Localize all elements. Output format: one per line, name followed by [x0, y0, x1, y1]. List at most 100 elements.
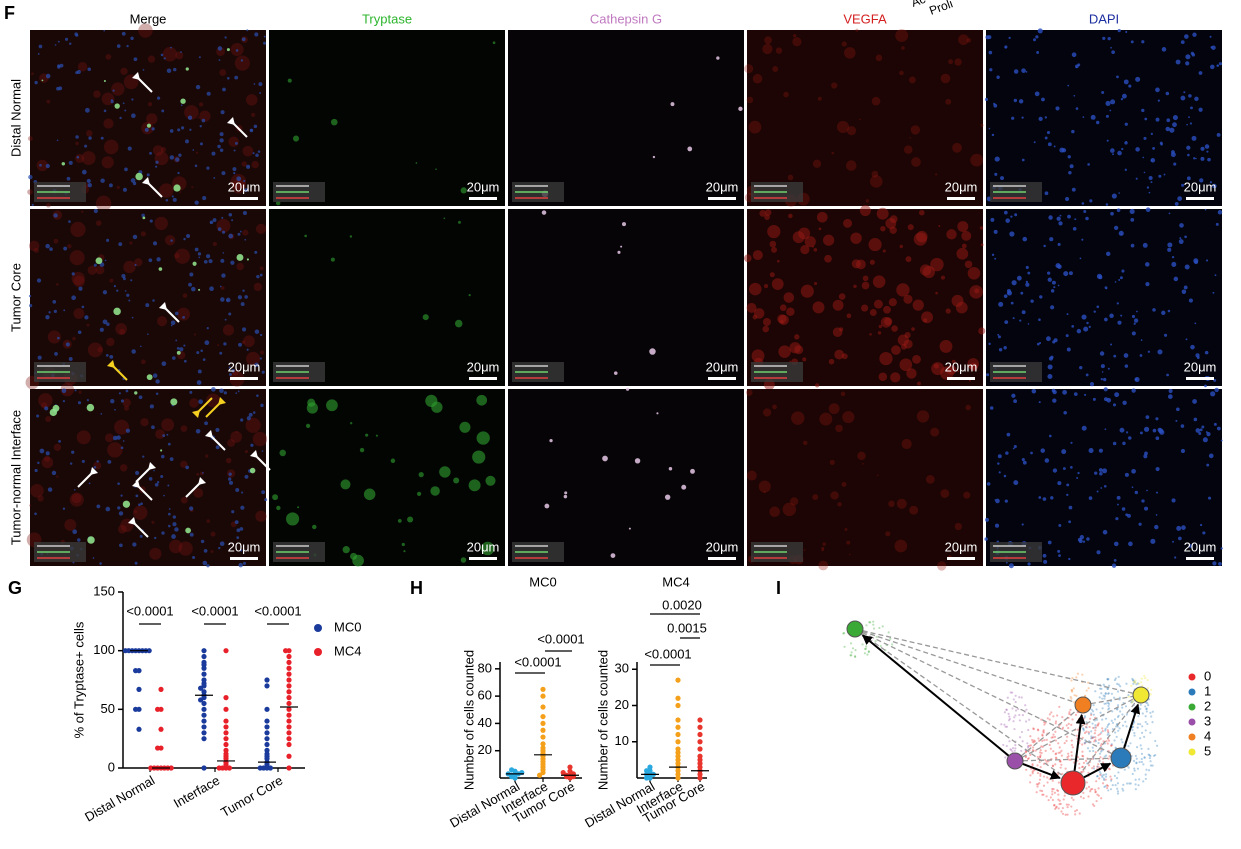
cell-point — [1125, 782, 1129, 785]
cell — [41, 456, 54, 469]
cell — [1107, 36, 1111, 41]
cell — [1003, 346, 1007, 350]
cell — [620, 245, 623, 248]
cell — [1173, 162, 1177, 166]
cell-point — [1011, 707, 1014, 710]
cell — [891, 325, 898, 332]
cell — [87, 342, 103, 358]
cell-point — [1139, 707, 1142, 711]
cell — [116, 185, 120, 190]
cell — [1022, 236, 1028, 242]
cell — [1065, 334, 1069, 338]
cell — [228, 233, 234, 239]
cell — [111, 82, 125, 96]
cell — [101, 156, 114, 169]
cell — [984, 537, 988, 541]
cell — [236, 528, 241, 533]
cell — [821, 548, 825, 552]
cell — [903, 339, 913, 349]
cell — [252, 152, 255, 155]
cell — [783, 91, 789, 98]
cell — [954, 522, 962, 531]
cell — [767, 224, 781, 239]
cell — [1038, 401, 1041, 404]
cell — [100, 413, 103, 415]
cell — [197, 252, 202, 256]
cell — [246, 164, 251, 169]
data-point — [201, 653, 207, 660]
cell — [131, 113, 136, 119]
cell-point — [1143, 756, 1146, 759]
cell — [1146, 489, 1148, 492]
cell — [771, 278, 784, 290]
cell — [161, 109, 165, 113]
cell — [1125, 141, 1128, 143]
cell — [304, 234, 307, 238]
cell — [1050, 305, 1055, 310]
cell — [236, 254, 244, 261]
cell — [128, 299, 131, 302]
cell-point — [1133, 731, 1136, 735]
cell — [1103, 377, 1107, 382]
cell — [112, 89, 115, 92]
cell-point — [1104, 785, 1107, 788]
cell — [1199, 428, 1203, 432]
cell — [63, 246, 68, 251]
cell — [195, 151, 199, 155]
cell-point — [1145, 710, 1148, 713]
cell — [56, 139, 59, 142]
cell — [1116, 208, 1121, 212]
cell — [107, 460, 112, 464]
cell — [185, 527, 191, 534]
cell-point — [1113, 718, 1117, 721]
cell — [1071, 52, 1077, 58]
cell — [1068, 271, 1073, 276]
cell — [139, 534, 143, 538]
cell — [769, 506, 780, 518]
p-value: <0.0001 — [514, 654, 561, 669]
panel-label: F — [4, 3, 15, 23]
cell — [792, 37, 802, 47]
cell — [961, 243, 967, 249]
cell — [1124, 364, 1129, 368]
cell — [1093, 310, 1096, 313]
cell-point — [1047, 798, 1050, 802]
cell — [980, 243, 984, 247]
cell — [1190, 106, 1193, 110]
cell — [873, 299, 883, 309]
legend-marker — [1188, 718, 1196, 726]
cell-point — [1074, 813, 1077, 816]
cell — [1050, 496, 1054, 500]
cell-point — [1012, 698, 1015, 701]
trajectory-edge — [1082, 694, 1142, 706]
cell — [223, 342, 227, 346]
cell — [96, 460, 99, 463]
cell — [235, 49, 239, 52]
cell — [1044, 116, 1048, 119]
cell — [253, 83, 256, 85]
cell — [92, 557, 95, 559]
cell-point — [1039, 772, 1042, 776]
cell — [119, 328, 126, 335]
cell — [71, 450, 75, 454]
cell — [1135, 177, 1138, 180]
cell-point — [1110, 744, 1113, 747]
cell — [1062, 389, 1067, 395]
cell — [1105, 287, 1108, 290]
cell — [175, 51, 184, 60]
cell-point — [1068, 711, 1071, 714]
cell-point — [1151, 764, 1154, 767]
cell — [748, 120, 762, 134]
cell-point — [1133, 734, 1136, 737]
cell — [219, 148, 224, 152]
cell — [213, 176, 216, 179]
cell-point — [854, 655, 857, 658]
cell-point — [1127, 693, 1130, 697]
cell — [103, 118, 114, 129]
cell — [865, 199, 870, 203]
cell — [224, 36, 227, 39]
cell-point — [1131, 772, 1134, 776]
data-point — [697, 753, 703, 759]
cell — [199, 142, 203, 146]
cell — [1152, 147, 1155, 150]
